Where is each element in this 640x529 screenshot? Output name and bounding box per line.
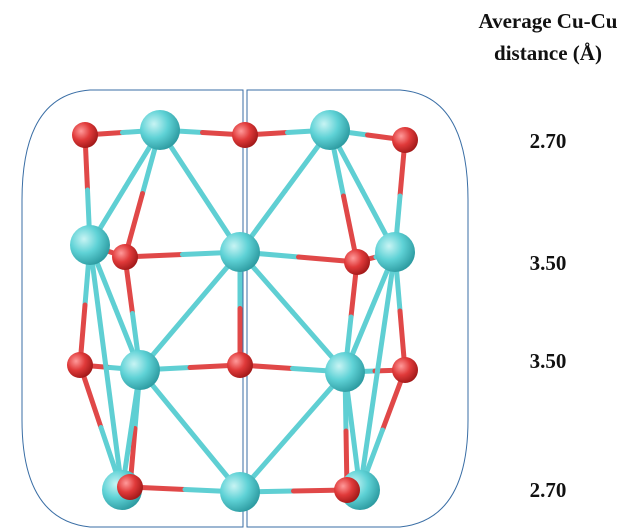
o-atom	[117, 474, 143, 500]
cu-atom	[120, 350, 160, 390]
cu-atom	[140, 110, 180, 150]
cu-atom	[310, 110, 350, 150]
distance: 2.70	[530, 478, 567, 502]
o-atom	[72, 122, 98, 148]
cu-atom	[375, 232, 415, 272]
bonds	[77, 90, 408, 527]
outline	[21, 89, 469, 528]
bond	[103, 365, 125, 493]
distance: 2.70	[530, 129, 567, 153]
cu-atom	[220, 232, 260, 272]
o-atom	[392, 127, 418, 153]
atoms	[67, 110, 418, 512]
cu-atom	[220, 472, 260, 512]
o-atom	[232, 122, 258, 148]
bond	[87, 242, 109, 370]
distance: 3.50	[530, 349, 567, 373]
distance: 3.50	[530, 251, 567, 275]
cu-atom	[325, 352, 365, 392]
title-line: distance (Å)	[494, 41, 602, 65]
bond	[357, 368, 380, 493]
o-atom	[112, 244, 138, 270]
o-atom	[344, 249, 370, 275]
o-atom	[227, 352, 253, 378]
o-atom	[67, 352, 93, 378]
bond	[375, 249, 398, 374]
cu-atom	[70, 225, 110, 265]
o-atom	[334, 477, 360, 503]
title-line: Average Cu-Cu	[478, 9, 617, 33]
o-atom	[392, 357, 418, 383]
